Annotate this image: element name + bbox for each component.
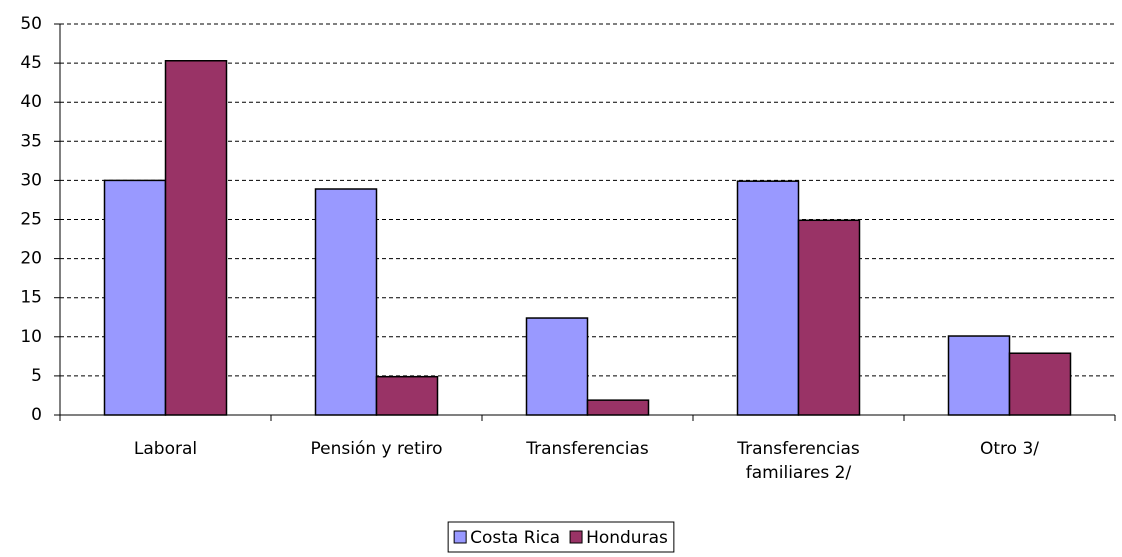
- legend-box: [447, 521, 675, 553]
- y-tick-label: 35: [20, 131, 42, 151]
- x-tick-label: Laboral: [133, 439, 198, 459]
- y-tick-label: 25: [20, 210, 42, 230]
- x-tick-label: Transferencias: [526, 439, 649, 459]
- bar: [164, 60, 228, 416]
- bar: [947, 335, 1011, 416]
- legend-label: Costa Rica: [470, 528, 560, 548]
- y-tick-label: 0: [31, 405, 42, 425]
- bar: [797, 219, 861, 416]
- x-tick-label: Transferencias familiares 2/: [737, 439, 860, 483]
- bar: [525, 317, 589, 416]
- bar: [375, 375, 439, 416]
- y-tick-label: 15: [20, 288, 42, 308]
- y-tick-label: 5: [31, 366, 42, 386]
- x-tick-label: Pensión y retiro: [310, 439, 443, 459]
- legend-swatch: [453, 530, 467, 544]
- y-tick-label: 50: [20, 14, 42, 34]
- x-tick-label: Otro 3/: [979, 439, 1039, 459]
- bar: [314, 188, 378, 416]
- bar: [736, 180, 800, 416]
- y-tick-label: 10: [20, 327, 42, 347]
- legend-swatch: [569, 530, 583, 544]
- y-tick-label: 20: [20, 249, 42, 269]
- bar: [1008, 352, 1072, 416]
- bar: [103, 179, 167, 416]
- y-tick-label: 45: [20, 53, 42, 73]
- bar: [586, 399, 650, 416]
- legend-label: Honduras: [586, 528, 668, 548]
- y-tick-label: 30: [20, 170, 42, 190]
- y-tick-label: 40: [20, 92, 42, 112]
